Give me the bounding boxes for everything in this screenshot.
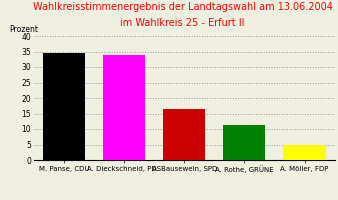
Text: Wahlkreisstimmenergebnis der Landtagswahl am 13.06.2004: Wahlkreisstimmenergebnis der Landtagswah… [32, 2, 333, 12]
Bar [223, 125, 265, 160]
Bar [163, 109, 205, 160]
Text: Prozent: Prozent [10, 25, 39, 34]
Bar [103, 55, 145, 160]
Bar [284, 145, 325, 160]
Text: im Wahlkreis 25 - Erfurt II: im Wahlkreis 25 - Erfurt II [120, 18, 245, 28]
Bar [43, 53, 85, 160]
